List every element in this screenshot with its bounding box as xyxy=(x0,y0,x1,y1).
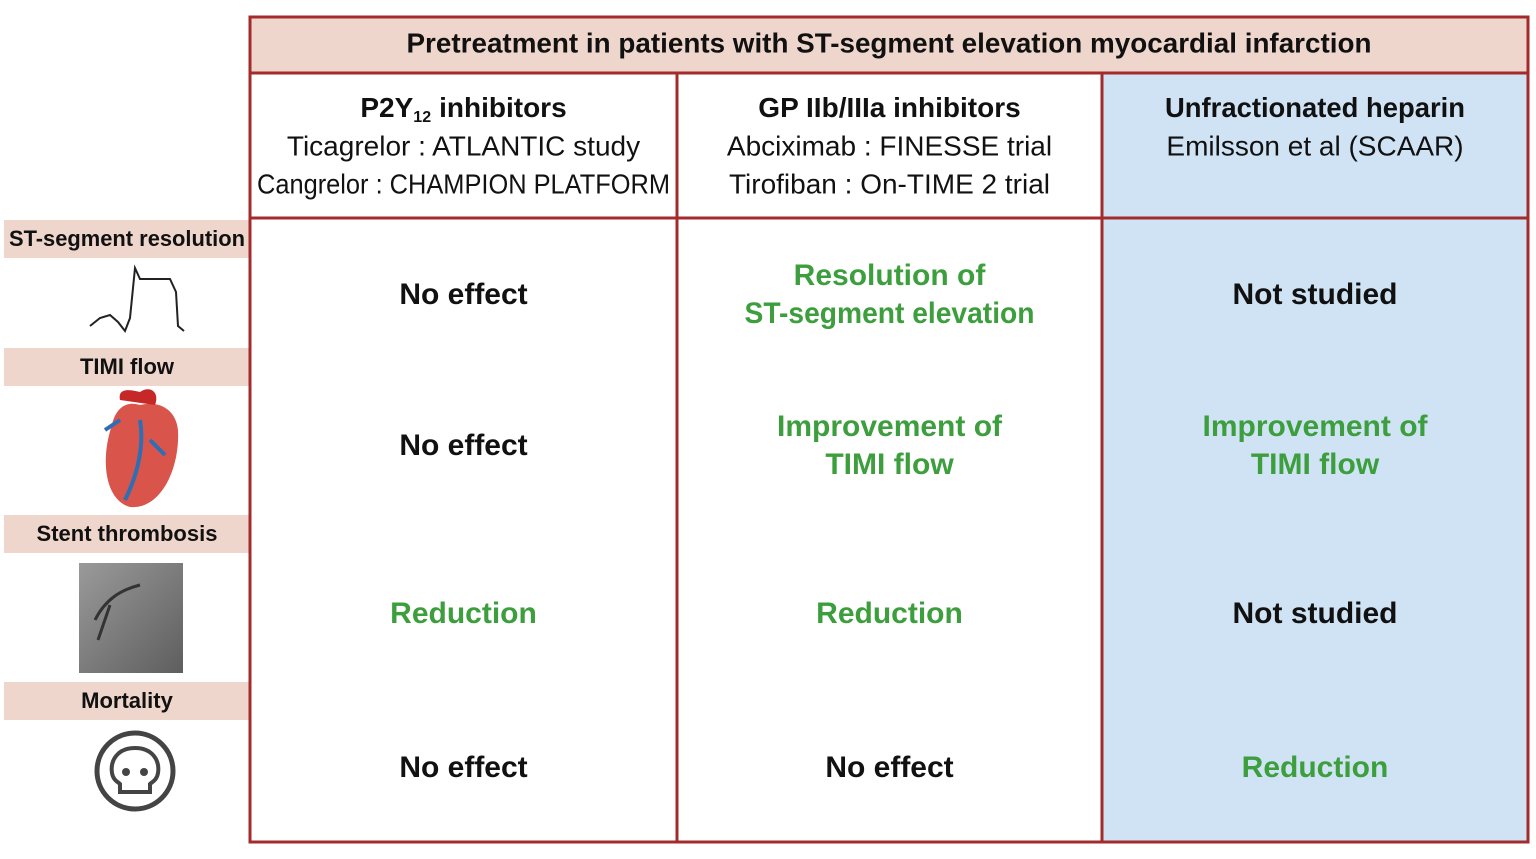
title-background xyxy=(250,17,1528,73)
column-study: Abciximab : FINESSE trial xyxy=(727,130,1052,161)
column-name: GP IIb/IIIa inhibitors xyxy=(758,92,1020,123)
heart-icon xyxy=(103,389,179,508)
row-label: Stent thrombosis xyxy=(37,521,218,546)
column-study: Tirofiban : On-TIME 2 trial xyxy=(729,168,1050,199)
column-background xyxy=(1102,73,1528,842)
column-background xyxy=(677,73,1102,842)
heart-aorta xyxy=(119,389,157,405)
column-study: Emilsson et al (SCAAR) xyxy=(1166,130,1463,161)
column-background xyxy=(250,73,677,842)
angiography-vessels xyxy=(93,583,141,641)
column-name-suffix: inhibitors xyxy=(439,92,567,123)
heart-vessels xyxy=(103,418,167,501)
row-label: Mortality xyxy=(81,688,173,713)
layout xyxy=(79,264,185,812)
cell-text: TIMI flow xyxy=(825,448,954,481)
cell-text: Not studied xyxy=(1233,278,1398,311)
column-name: Unfractionated heparin xyxy=(1165,92,1465,123)
cell-text: Reduction xyxy=(390,597,537,630)
table-title: Pretreatment in patients with ST-segment… xyxy=(407,27,1372,58)
cell-text: No effect xyxy=(825,751,953,784)
cell-text: Improvement of xyxy=(777,410,1003,443)
cell-text: No effect xyxy=(399,278,527,311)
skull-icon xyxy=(94,730,176,812)
row-label-background xyxy=(4,515,250,553)
skull xyxy=(109,745,161,794)
row-label-background xyxy=(4,348,250,386)
cell-text: ST-segment elevation xyxy=(745,297,1035,330)
column-name: P2Y12 inhibitors xyxy=(360,92,566,126)
row-label-background xyxy=(4,220,250,258)
column-name-text: Unfractionated heparin xyxy=(1165,92,1465,123)
cell-text: Improvement of xyxy=(1202,410,1428,443)
skull-eye xyxy=(122,768,130,776)
column-name-text: P2Y xyxy=(360,92,413,123)
column-study: Cangrelor : CHAMPION PLATFORM xyxy=(257,168,670,199)
cell-text: Reduction xyxy=(816,597,963,630)
column-name-subscript: 12 xyxy=(413,109,431,126)
column-study: Ticagrelor : ATLANTIC study xyxy=(287,130,640,161)
row-label: ST-segment resolution xyxy=(9,226,245,251)
table-frame xyxy=(248,15,1530,844)
cell-text: TIMI flow xyxy=(1251,448,1380,481)
skull-ring xyxy=(94,730,176,812)
ecg-icon xyxy=(89,264,185,334)
cell-text: Not studied xyxy=(1233,597,1398,630)
cell-text: No effect xyxy=(399,429,527,462)
cell-text: Reduction xyxy=(1242,751,1389,784)
skull-eye xyxy=(140,768,148,776)
row-label: TIMI flow xyxy=(80,354,175,379)
cell-text: No effect xyxy=(399,751,527,784)
cell-text: Resolution of xyxy=(794,259,987,292)
row-label-background xyxy=(4,682,250,720)
column-name-text: GP IIb/IIIa inhibitors xyxy=(758,92,1020,123)
